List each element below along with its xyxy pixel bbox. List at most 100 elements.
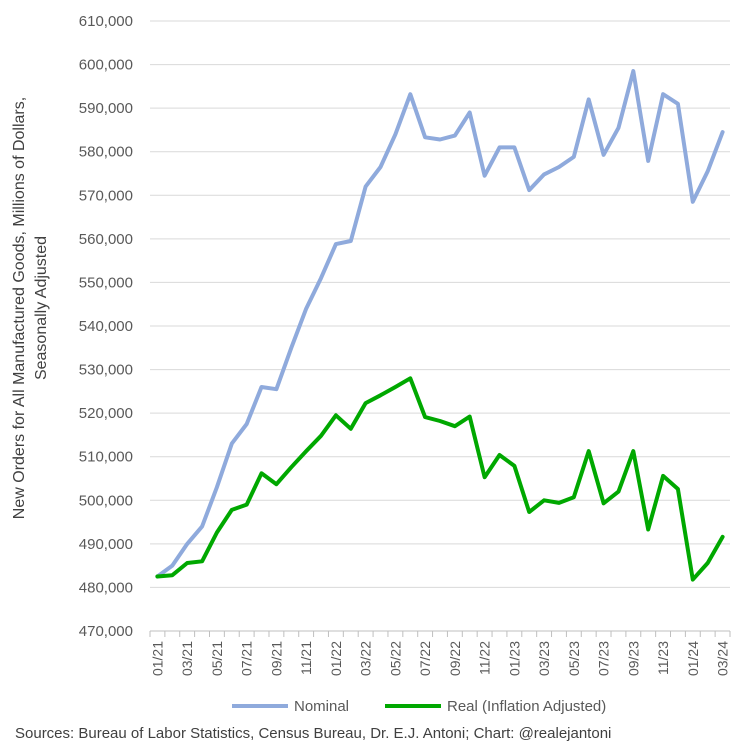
y-tick-label: 500,000 [79,492,133,509]
data-point [319,276,323,280]
data-point [230,442,234,446]
data-point [185,542,189,546]
data-point [661,92,665,96]
data-point [170,564,174,568]
data-point [215,485,219,489]
series-lines [155,69,725,582]
data-point [408,376,412,380]
data-point [334,242,338,246]
x-tick-label: 05/21 [209,641,225,676]
data-point [260,471,263,475]
data-point [527,510,531,514]
data-point [527,188,531,192]
data-point [379,165,382,169]
x-tick-label: 01/21 [149,641,165,676]
data-point [364,185,368,189]
x-tick-label: 07/22 [417,641,433,676]
y-tick-label: 520,000 [79,405,133,422]
data-point [453,134,457,138]
data-point [304,307,308,311]
data-point [319,434,323,438]
data-point [691,578,695,582]
data-point [676,102,680,106]
data-point [289,346,293,350]
y-tick-label: 590,000 [79,100,133,117]
y-tick-label: 570,000 [79,187,133,204]
data-point [408,92,412,96]
data-point [483,174,487,178]
data-point [721,535,725,539]
data-point [602,153,606,157]
y-tick-label: 490,000 [79,536,133,553]
x-tick-label: 11/22 [477,641,493,675]
x-tick-label: 05/23 [566,641,582,676]
y-tick-label: 580,000 [79,144,133,161]
data-point [676,487,680,491]
x-tick-label: 09/22 [447,641,463,676]
x-tick-label: 09/21 [268,641,284,676]
y-tick-label: 560,000 [79,231,133,248]
data-point [468,415,472,419]
data-point [349,427,353,431]
x-tick-label: 01/22 [328,641,344,676]
data-point [557,165,561,169]
y-axis-tick-labels: 470,000 480,000 490,000 500,000 510,000 520,0… [79,13,133,640]
data-point [274,482,278,486]
data-point [542,498,546,502]
data-point [661,474,665,478]
data-point [587,97,591,101]
y-tick-label: 530,000 [79,362,133,379]
y-axis-label-line-2: Seasonally Adjusted [33,236,50,380]
data-point [453,424,457,428]
y-tick-label: 540,000 [79,318,133,335]
data-point [260,385,263,389]
data-point [230,508,234,512]
x-tick-label: 07/21 [239,641,255,676]
data-point [215,531,219,534]
data-point [438,138,442,141]
data-point [542,172,546,176]
gridlines [150,20,730,588]
data-point [646,528,650,531]
data-point [274,387,278,391]
x-tick-label: 03/21 [179,641,195,676]
data-point [245,503,249,507]
y-tick-label: 610,000 [79,13,133,30]
x-tick-label: 11/21 [298,641,314,675]
data-point [512,464,516,468]
y-tick-label: 510,000 [79,449,133,466]
data-point [200,524,204,528]
data-point [617,490,620,494]
y-tick-label: 600,000 [79,57,133,74]
legend: Nominal Real (Inflation Adjusted) [232,698,606,715]
data-point [498,145,501,149]
data-point [245,422,249,426]
legend-label-real: Real (Inflation Adjusted) [447,698,606,715]
data-point [379,393,382,397]
data-point [587,449,591,453]
data-point [512,145,516,149]
x-tick-label: 09/23 [625,641,641,676]
y-tick-label: 470,000 [79,623,133,640]
x-tick-label: 01/24 [685,641,701,676]
x-tick-label: 03/23 [536,641,552,676]
data-point [572,495,576,499]
x-tick-label: 11/23 [655,641,671,675]
data-point [557,501,561,505]
series-line-real [155,376,725,582]
data-point [706,169,710,173]
data-point [706,561,710,565]
data-point [170,573,174,577]
data-point [438,419,442,423]
data-point [631,449,635,453]
data-point [423,135,427,139]
x-tick-label: 01/23 [506,641,522,676]
data-point [691,200,695,204]
x-tick-label: 03/24 [715,641,731,676]
data-point [572,155,576,159]
data-point [349,239,353,243]
data-point [631,69,635,73]
data-point [289,465,293,469]
x-tick-label: 03/22 [358,641,374,676]
data-point [200,559,204,563]
